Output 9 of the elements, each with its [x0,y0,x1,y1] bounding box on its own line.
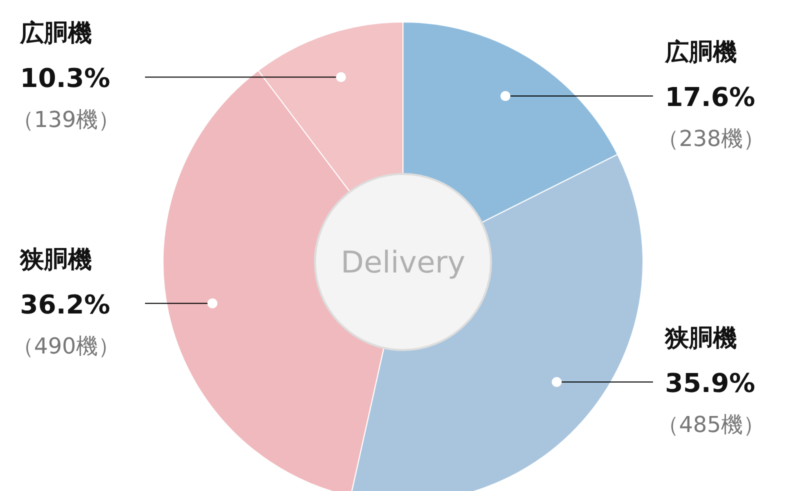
data-label: 10.3% （139機） [12,64,120,134]
slice-label: 狭胴機 [19,245,92,274]
slice-label: 広胴機 [19,19,92,48]
data-label: 35.9% （485機） [657,369,765,438]
slice-label: 狭胴機 [664,324,737,352]
slice-label: 広胴機 [664,38,737,66]
data-label: 36.2% （490機） [12,290,120,360]
data-label: 17.6% （238機） [657,83,765,152]
text: Delivery [340,246,466,280]
